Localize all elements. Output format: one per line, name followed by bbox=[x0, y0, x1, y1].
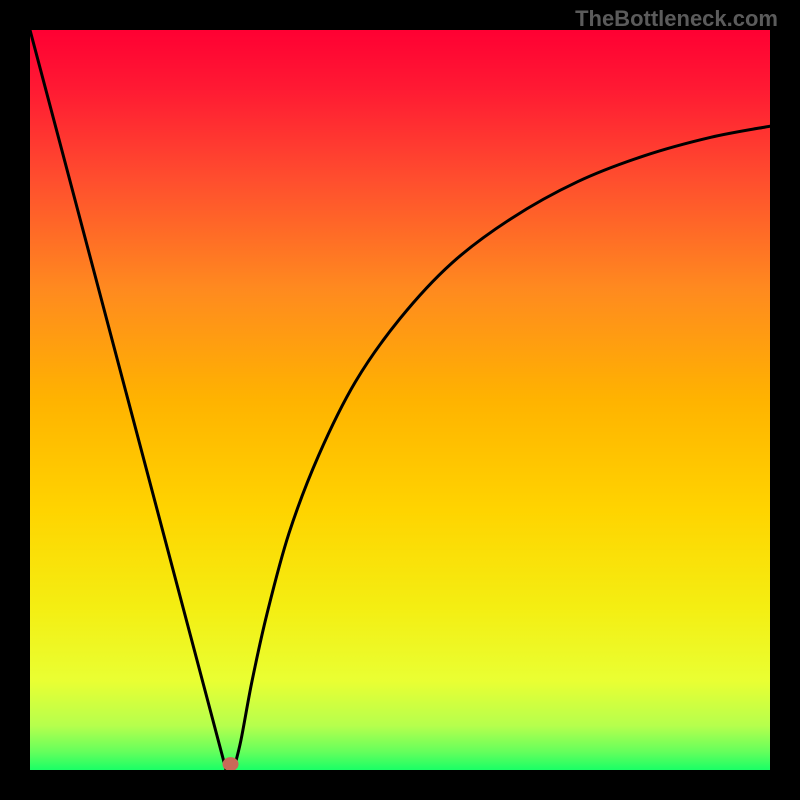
figure-root: TheBottleneck.com bbox=[0, 0, 800, 800]
watermark-label: TheBottleneck.com bbox=[575, 6, 778, 32]
plot-area bbox=[30, 30, 770, 770]
gradient-background bbox=[30, 30, 770, 770]
plot-svg bbox=[30, 30, 770, 770]
